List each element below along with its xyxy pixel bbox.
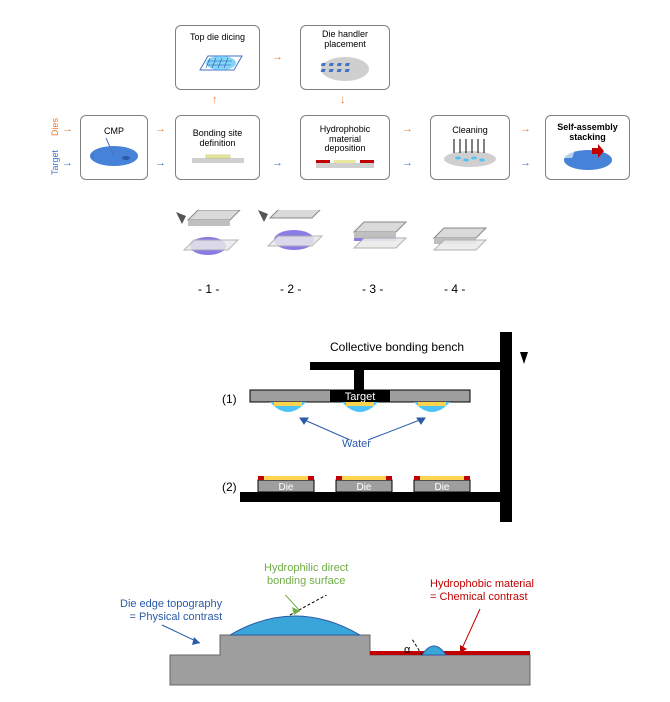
flow-label-hydro: Hydrophobic material deposition — [320, 125, 371, 155]
flow-label-bonding: Bonding site definition — [193, 129, 243, 149]
step-label-4: - 4 - — [444, 282, 465, 296]
contrast-edge: Die edge topography = Physical contrast — [120, 598, 222, 624]
bonding-icon — [186, 148, 250, 166]
arrow-target-in: → — [62, 158, 73, 169]
arrow-dies-in: → — [62, 124, 73, 135]
flow-box-cmp: CMP — [80, 115, 148, 180]
svg-text:α: α — [404, 644, 411, 656]
arrow-clean-stack-o: → — [520, 124, 531, 135]
arrow-top-dice-handler: → — [272, 52, 283, 63]
svg-text:Die: Die — [356, 482, 371, 493]
flow-box-handler: Die handler placement — [300, 25, 390, 90]
side-label-dies: Dies — [50, 118, 60, 136]
dicing-icon — [188, 42, 248, 82]
bench-diagram-icon: Target Die Die Die — [200, 332, 540, 532]
arrow-cmp-bot: → — [155, 158, 166, 169]
handler-icon — [315, 49, 375, 85]
flow-box-bonding: Bonding site definition — [175, 115, 260, 180]
svg-text:Die: Die — [434, 482, 449, 493]
flow-label-cleaning: Cleaning — [452, 126, 488, 136]
arrow-bond-hydro: → — [272, 158, 283, 169]
flow-label-stack: Self-assembly stacking — [557, 123, 618, 143]
stack-icon — [558, 142, 618, 172]
arrow-hydro-clean-o: → — [402, 124, 413, 135]
arrow-hydro-clean-b: → — [402, 158, 413, 169]
side-label-target: Target — [50, 150, 60, 175]
contrast-hydrophilic: Hydrophilic direct bonding surface — [264, 562, 348, 588]
steps-sequence-icon — [170, 210, 490, 280]
flow-label-handler: Die handler placement — [303, 30, 387, 50]
flow-box-hydro: Hydrophobic material deposition — [300, 115, 390, 180]
arrow-cmp-top: → — [155, 124, 166, 135]
bench-water: Water — [342, 438, 371, 450]
flow-label-cmp: CMP — [104, 127, 124, 137]
step-label-1: - 1 - — [198, 282, 219, 296]
bench-row2: (2) — [222, 480, 237, 494]
arrow-bond-up: ↑ — [212, 95, 218, 106]
flow-label-topdice: Top die dicing — [190, 33, 245, 43]
flow-box-cleaning: Cleaning — [430, 115, 510, 180]
cleaning-icon — [438, 135, 502, 169]
bench-target-text: Target — [345, 391, 376, 403]
arrow-clean-stack-b: → — [520, 158, 531, 169]
flow-box-topdice: Top die dicing — [175, 25, 260, 90]
wafer-cmp-icon — [86, 136, 142, 168]
step-label-2: - 2 - — [280, 282, 301, 296]
arrow-handler-down: ↓ — [340, 95, 346, 106]
hydro-icon — [310, 154, 380, 170]
svg-text:Die: Die — [278, 482, 293, 493]
step-label-3: - 3 - — [362, 282, 383, 296]
contrast-hydrophobic: Hydrophobic material = Chemical contrast — [430, 578, 534, 604]
bench-row1: (1) — [222, 392, 237, 406]
flow-box-stack: Self-assembly stacking — [545, 115, 630, 180]
